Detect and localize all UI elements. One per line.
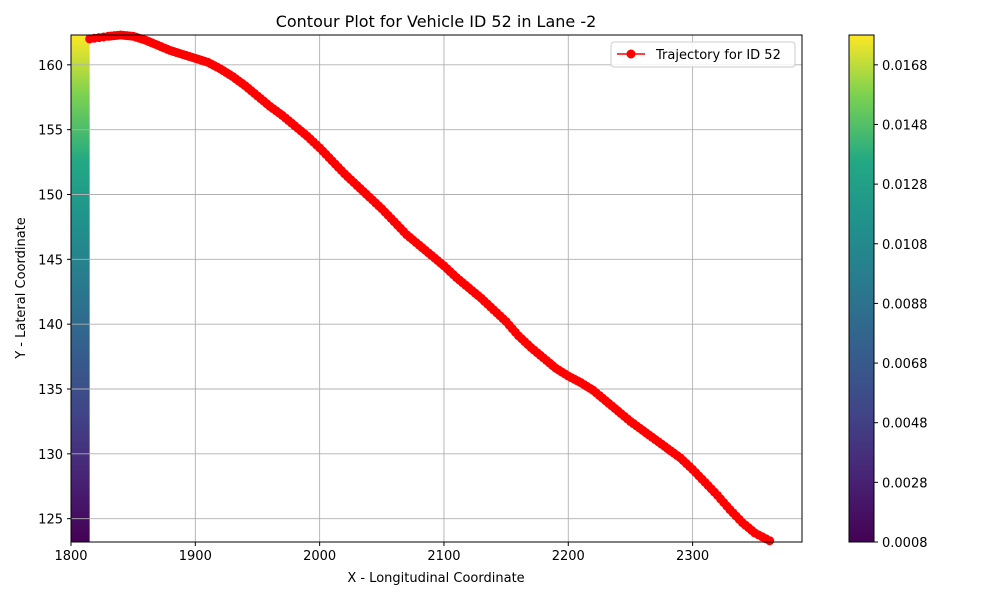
- colorbar-tick-label: 0.0128: [882, 178, 928, 193]
- colorbar-gradient: [849, 35, 874, 542]
- y-tick-label: 150: [38, 188, 63, 203]
- legend-marker-swatch: [626, 49, 636, 59]
- colorbar-tick-label: 0.0168: [882, 59, 928, 74]
- colorbar-tick-label: 0.0048: [882, 417, 928, 432]
- x-axis-label: X - Longitudinal Coordinate: [347, 571, 524, 586]
- y-tick-label: 155: [38, 124, 63, 139]
- y-tick-label: 130: [38, 448, 63, 463]
- contour-band: [71, 35, 90, 542]
- y-tick-label: 135: [38, 383, 63, 398]
- x-tick-label: 1900: [179, 549, 212, 564]
- legend-box: [610, 41, 796, 68]
- axes-frame: [70, 34, 803, 543]
- colorbar: 0.0008 0.0028 0.0048 0.0068 0.0088 0.0108 0.01…: [848, 34, 928, 551]
- colorbar-tick-label: 0.0008: [882, 536, 928, 551]
- y-tick-label: 145: [38, 253, 63, 268]
- colorbar-tick-label: 0.0108: [882, 238, 928, 253]
- legend: Trajectory for ID 52: [610, 41, 796, 68]
- colorbar-tick-label: 0.0148: [882, 118, 928, 133]
- y-axis-label: Y - Lateral Coordinate: [14, 217, 29, 360]
- trajectory-point: [765, 536, 775, 546]
- y-tick-label: 140: [38, 318, 63, 333]
- x-tick-label: 2100: [427, 549, 460, 564]
- x-tick-label: 2000: [303, 549, 336, 564]
- colorbar-tick-label: 0.0088: [882, 297, 928, 312]
- y-tick-label: 125: [38, 513, 63, 528]
- x-tick-label: 2200: [552, 549, 585, 564]
- x-tick-label: 1800: [54, 549, 87, 564]
- legend-entry: Trajectory for ID 52: [655, 48, 781, 63]
- chart-title: Contour Plot for Vehicle ID 52 in Lane -…: [276, 12, 597, 31]
- colorbar-tick-label: 0.0068: [882, 357, 928, 372]
- x-tick-label: 2300: [676, 549, 709, 564]
- colorbar-tick-label: 0.0028: [882, 476, 928, 491]
- y-tick-label: 160: [38, 59, 63, 74]
- colorbar-frame: [848, 34, 875, 543]
- plot-area: 1800 1900 2000 2100 2200 2300 125 130 135 140 145 1…: [38, 30, 803, 564]
